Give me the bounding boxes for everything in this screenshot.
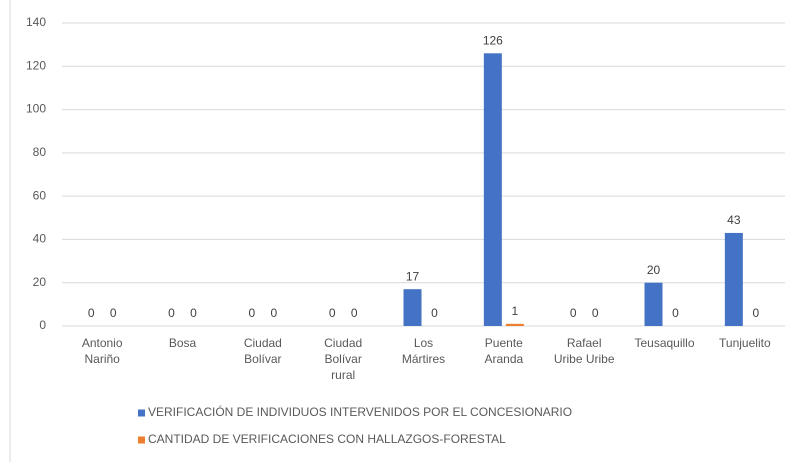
x-tick-label: Bosa bbox=[169, 336, 197, 350]
data-label: 0 bbox=[88, 306, 95, 320]
bar bbox=[505, 323, 524, 326]
data-label: 0 bbox=[190, 306, 197, 320]
x-tick-label-line: Rafael bbox=[567, 336, 602, 350]
x-tick-label: Ciudad Bolívar rural bbox=[324, 336, 362, 382]
data-label: 1 bbox=[511, 304, 518, 318]
data-label: 0 bbox=[168, 306, 175, 320]
x-tick-label: Los Mártires bbox=[402, 336, 445, 366]
data-label: 0 bbox=[752, 306, 759, 320]
data-label: 20 bbox=[647, 263, 661, 277]
data-label: 43 bbox=[727, 213, 741, 227]
x-tick-label: Antonio Nariño bbox=[82, 336, 123, 366]
bar bbox=[403, 289, 422, 326]
y-tick-label: 140 bbox=[26, 15, 46, 29]
x-tick-label: Tunjuelito bbox=[719, 336, 771, 350]
legend-swatch bbox=[138, 436, 145, 444]
y-tick-label: 120 bbox=[26, 58, 46, 72]
bar bbox=[724, 232, 743, 326]
data-label: 0 bbox=[431, 306, 438, 320]
y-tick-label: 80 bbox=[33, 145, 47, 159]
data-label: 17 bbox=[406, 269, 420, 283]
x-tick-label: Puente Aranda bbox=[484, 336, 523, 366]
y-tick-label: 100 bbox=[26, 102, 46, 116]
data-label: 0 bbox=[248, 306, 255, 320]
bar bbox=[644, 282, 663, 326]
x-tick-label-line: rural bbox=[331, 368, 355, 382]
data-label: 0 bbox=[329, 306, 336, 320]
x-tick-label-line: Tunjuelito bbox=[719, 336, 771, 350]
x-tick-label-line: Los bbox=[414, 336, 433, 350]
bar bbox=[483, 53, 502, 327]
x-tick-label: Ciudad Bolívar bbox=[244, 336, 282, 366]
data-label: 0 bbox=[351, 306, 358, 320]
y-tick-label: 60 bbox=[33, 188, 47, 202]
legend-label: CANTIDAD DE VERIFICACIONES CON HALLAZGOS… bbox=[148, 432, 506, 446]
x-tick-label-line: Teusaquillo bbox=[634, 336, 694, 350]
x-tick-label-line: Ciudad bbox=[244, 336, 282, 350]
x-tick-label: Rafael Uribe Uribe bbox=[554, 336, 615, 366]
x-tick-label-line: Antonio bbox=[82, 336, 123, 350]
x-tick-label-line: Ciudad bbox=[324, 336, 362, 350]
data-label: 0 bbox=[570, 306, 577, 320]
legend-label: VERIFICACIÓN DE INDIVIDUOS INTERVENIDOS … bbox=[148, 404, 572, 419]
data-label: 0 bbox=[592, 306, 599, 320]
data-label: 126 bbox=[483, 33, 503, 47]
x-tick-label-line: Bolívar bbox=[324, 352, 361, 366]
legend-swatch bbox=[138, 409, 145, 417]
x-tick-label-line: Uribe Uribe bbox=[554, 352, 615, 366]
x-tick-label-line: Puente bbox=[485, 336, 523, 350]
x-tick-label-line: Bosa bbox=[169, 336, 197, 350]
x-tick-label-line: Nariño bbox=[84, 352, 120, 366]
x-tick-label-line: Mártires bbox=[402, 352, 445, 366]
y-tick-label: 0 bbox=[39, 318, 46, 332]
y-tick-label: 40 bbox=[33, 232, 47, 246]
x-tick-label: Teusaquillo bbox=[634, 336, 694, 350]
data-label: 0 bbox=[672, 306, 679, 320]
x-tick-label-line: Bolívar bbox=[244, 352, 281, 366]
data-label: 0 bbox=[270, 306, 277, 320]
y-tick-label: 20 bbox=[33, 275, 47, 289]
x-tick-label-line: Aranda bbox=[484, 352, 523, 366]
data-label: 0 bbox=[110, 306, 117, 320]
